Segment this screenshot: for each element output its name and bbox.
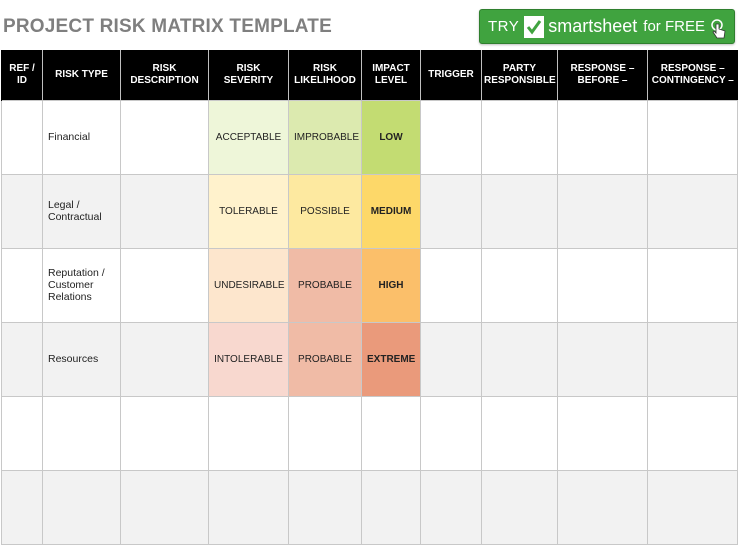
cta-free-label: for FREE	[643, 18, 705, 35]
column-header-trigger: TRIGGER	[420, 50, 482, 100]
column-header-risk-description: RISK DESCRIPTION	[120, 50, 209, 100]
ref-cell[interactable]	[1, 247, 43, 323]
column-header-ref-id: REF / ID	[1, 50, 43, 100]
response-contingency-cell[interactable]	[647, 99, 738, 175]
checkmark-logo-icon	[524, 15, 545, 38]
impact-level-cell[interactable]	[361, 469, 421, 545]
column-header-party-responsible: PARTY RESPONSIBLE	[481, 50, 558, 100]
column-header-risk-severity: RISK SEVERITY	[208, 50, 289, 100]
risk-likelihood-cell[interactable]: PROBABLE	[288, 321, 362, 397]
party-responsible-cell[interactable]	[481, 469, 558, 545]
impact-level-cell[interactable]: MEDIUM	[361, 173, 421, 249]
risk-type-cell[interactable]: Financial	[42, 99, 121, 175]
response-contingency-cell[interactable]	[647, 321, 738, 397]
response-before-cell[interactable]	[557, 395, 648, 471]
pointer-hand-icon	[710, 19, 728, 45]
response-before-cell[interactable]	[557, 99, 648, 175]
risk-description-cell[interactable]	[120, 321, 209, 397]
page-title: PROJECT RISK MATRIX TEMPLATE	[3, 16, 332, 37]
trigger-cell[interactable]	[420, 469, 482, 545]
ref-cell[interactable]	[1, 469, 43, 545]
party-responsible-cell[interactable]	[481, 173, 558, 249]
risk-description-cell[interactable]	[120, 395, 209, 471]
risk-type-cell[interactable]	[42, 395, 121, 471]
risk-severity-cell[interactable]: ACCEPTABLE	[208, 99, 289, 175]
cta-brand-label: smartsheet	[548, 16, 638, 36]
impact-level-cell[interactable]: LOW	[361, 99, 421, 175]
column-header-response-contingency: RESPONSE – CONTINGENCY –	[647, 50, 738, 100]
table-row: Legal / Contractual TOLERABLE POSSIBLE M…	[1, 173, 738, 249]
try-smartsheet-button[interactable]: TRY smartsheet for FREE	[479, 9, 735, 44]
response-contingency-cell[interactable]	[647, 173, 738, 249]
response-contingency-cell[interactable]	[647, 247, 738, 323]
risk-severity-cell[interactable]	[208, 469, 289, 545]
risk-likelihood-cell[interactable]: POSSIBLE	[288, 173, 362, 249]
ref-cell[interactable]	[1, 395, 43, 471]
risk-type-cell[interactable]: Reputation / Customer Relations	[42, 247, 121, 323]
table-row: Financial ACCEPTABLE IMPROBABLE LOW	[1, 99, 738, 175]
trigger-cell[interactable]	[420, 321, 482, 397]
risk-severity-cell[interactable]: UNDESIRABLE	[208, 247, 289, 323]
party-responsible-cell[interactable]	[481, 99, 558, 175]
table-row	[1, 395, 738, 471]
response-before-cell[interactable]	[557, 173, 648, 249]
risk-type-cell[interactable]: Resources	[42, 321, 121, 397]
trigger-cell[interactable]	[420, 247, 482, 323]
response-before-cell[interactable]	[557, 469, 648, 545]
risk-type-cell[interactable]	[42, 469, 121, 545]
table-row: Reputation / Customer Relations UNDESIRA…	[1, 247, 738, 323]
impact-level-cell[interactable]	[361, 395, 421, 471]
party-responsible-cell[interactable]	[481, 321, 558, 397]
ref-cell[interactable]	[1, 173, 43, 249]
column-header-impact-level: IMPACT LEVEL	[361, 50, 421, 100]
party-responsible-cell[interactable]	[481, 395, 558, 471]
risk-severity-cell[interactable]	[208, 395, 289, 471]
impact-level-cell[interactable]: HIGH	[361, 247, 421, 323]
risk-type-cell[interactable]: Legal / Contractual	[42, 173, 121, 249]
cta-try-label: TRY	[488, 18, 520, 35]
column-header-risk-likelihood: RISK LIKELIHOOD	[288, 50, 362, 100]
response-before-cell[interactable]	[557, 321, 648, 397]
risk-description-cell[interactable]	[120, 247, 209, 323]
ref-cell[interactable]	[1, 321, 43, 397]
risk-description-cell[interactable]	[120, 173, 209, 249]
table-row	[1, 469, 738, 545]
table-header-row: REF / ID RISK TYPE RISK DESCRIPTION RISK…	[1, 50, 738, 100]
ref-cell[interactable]	[1, 99, 43, 175]
column-header-response-before: RESPONSE – BEFORE –	[557, 50, 648, 100]
impact-level-cell[interactable]: EXTREME	[361, 321, 421, 397]
response-contingency-cell[interactable]	[647, 469, 738, 545]
trigger-cell[interactable]	[420, 173, 482, 249]
risk-likelihood-cell[interactable]: PROBABLE	[288, 247, 362, 323]
risk-description-cell[interactable]	[120, 469, 209, 545]
party-responsible-cell[interactable]	[481, 247, 558, 323]
trigger-cell[interactable]	[420, 395, 482, 471]
response-contingency-cell[interactable]	[647, 395, 738, 471]
risk-likelihood-cell[interactable]	[288, 395, 362, 471]
risk-description-cell[interactable]	[120, 99, 209, 175]
risk-likelihood-cell[interactable]: IMPROBABLE	[288, 99, 362, 175]
response-before-cell[interactable]	[557, 247, 648, 323]
risk-likelihood-cell[interactable]	[288, 469, 362, 545]
column-header-risk-type: RISK TYPE	[42, 50, 121, 100]
risk-matrix-table: REF / ID RISK TYPE RISK DESCRIPTION RISK…	[1, 50, 738, 545]
risk-severity-cell[interactable]: INTOLERABLE	[208, 321, 289, 397]
table-row: Resources INTOLERABLE PROBABLE EXTREME	[1, 321, 738, 397]
trigger-cell[interactable]	[420, 99, 482, 175]
risk-severity-cell[interactable]: TOLERABLE	[208, 173, 289, 249]
